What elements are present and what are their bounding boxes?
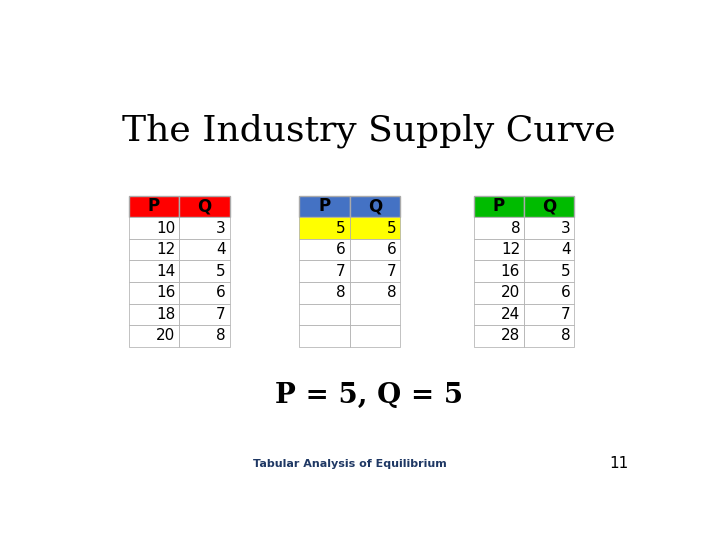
Bar [350,282,400,303]
Bar [350,260,400,282]
Text: 8: 8 [561,328,570,343]
Text: 20: 20 [501,285,520,300]
Text: 7: 7 [387,264,396,279]
Text: 6: 6 [336,242,346,257]
Bar [179,195,230,217]
Text: 10: 10 [156,220,175,235]
Text: P: P [318,198,330,215]
Text: 11: 11 [609,456,629,471]
Text: 4: 4 [561,242,570,257]
Bar [300,217,350,239]
Text: 5: 5 [336,220,346,235]
Bar [350,325,400,347]
Bar [524,195,575,217]
Text: 3: 3 [561,220,570,235]
Text: 6: 6 [216,285,225,300]
Text: 8: 8 [510,220,520,235]
Text: 20: 20 [156,328,175,343]
Bar [129,303,179,325]
Bar [179,325,230,347]
Text: 7: 7 [336,264,346,279]
Text: The Industry Supply Curve: The Industry Supply Curve [122,113,616,147]
Text: 12: 12 [156,242,175,257]
Text: 12: 12 [501,242,520,257]
Text: 16: 16 [500,264,520,279]
Bar [474,239,524,260]
Text: 6: 6 [387,242,396,257]
Bar [474,282,524,303]
Text: P = 5, Q = 5: P = 5, Q = 5 [275,382,463,409]
Text: 28: 28 [501,328,520,343]
Text: 7: 7 [561,307,570,322]
Bar [179,260,230,282]
Bar [300,282,350,303]
Text: P: P [148,198,160,215]
Text: 18: 18 [156,307,175,322]
Text: 3: 3 [216,220,225,235]
Text: 8: 8 [387,285,396,300]
Bar [300,195,350,217]
Text: 8: 8 [216,328,225,343]
Bar [179,303,230,325]
Bar [474,325,524,347]
Text: 6: 6 [561,285,570,300]
Bar [350,195,400,217]
Text: 16: 16 [156,285,175,300]
Bar [524,217,575,239]
Text: 4: 4 [216,242,225,257]
Bar [524,303,575,325]
Bar [129,217,179,239]
Text: 5: 5 [561,264,570,279]
Text: 8: 8 [336,285,346,300]
Text: 5: 5 [387,220,396,235]
Bar [474,260,524,282]
Bar [179,282,230,303]
Bar [350,217,400,239]
Text: Q: Q [542,198,557,215]
Bar [524,239,575,260]
Bar [524,282,575,303]
Text: 24: 24 [501,307,520,322]
Bar [474,217,524,239]
Bar [129,260,179,282]
Text: 5: 5 [216,264,225,279]
Bar [300,325,350,347]
Bar [524,260,575,282]
Bar [300,260,350,282]
Bar [350,303,400,325]
Bar [129,282,179,303]
Bar [129,325,179,347]
Bar [300,303,350,325]
Bar [300,239,350,260]
Bar [129,239,179,260]
Bar [350,239,400,260]
Text: 7: 7 [216,307,225,322]
Bar [179,239,230,260]
Bar [129,195,179,217]
Text: 14: 14 [156,264,175,279]
Bar [524,325,575,347]
Bar [474,195,524,217]
Bar [179,217,230,239]
Text: Q: Q [368,198,382,215]
Text: Tabular Analysis of Equilibrium: Tabular Analysis of Equilibrium [253,458,446,469]
Text: Q: Q [197,198,212,215]
Bar [474,303,524,325]
Text: P: P [492,198,505,215]
